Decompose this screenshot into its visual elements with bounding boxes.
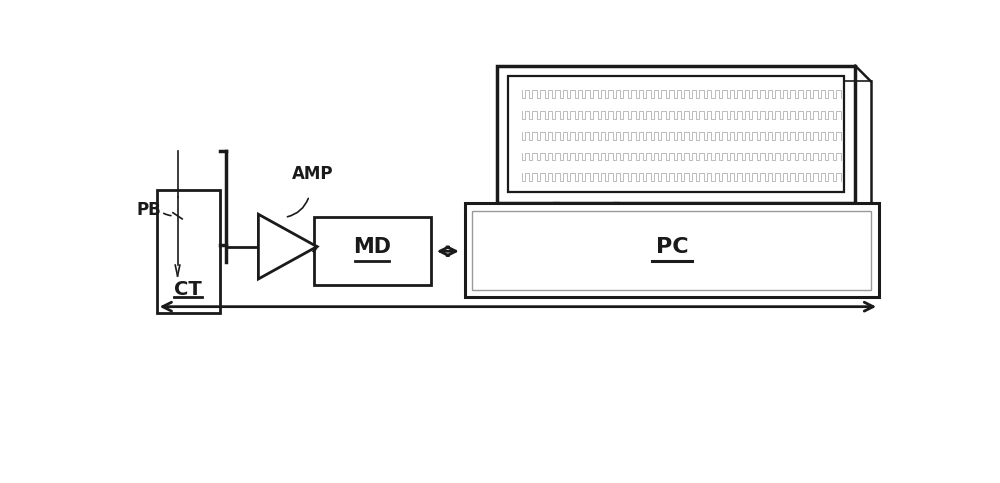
- Polygon shape: [258, 214, 317, 279]
- Bar: [497, 66, 855, 203]
- Text: MD: MD: [353, 237, 391, 257]
- Bar: [465, 203, 879, 298]
- Bar: [314, 217, 431, 285]
- Text: AMP: AMP: [292, 165, 334, 183]
- Bar: [157, 190, 220, 313]
- Text: PC: PC: [656, 237, 688, 257]
- Text: CT: CT: [174, 280, 202, 299]
- Text: PB: PB: [137, 200, 161, 219]
- Bar: [472, 211, 871, 290]
- Bar: [508, 76, 844, 192]
